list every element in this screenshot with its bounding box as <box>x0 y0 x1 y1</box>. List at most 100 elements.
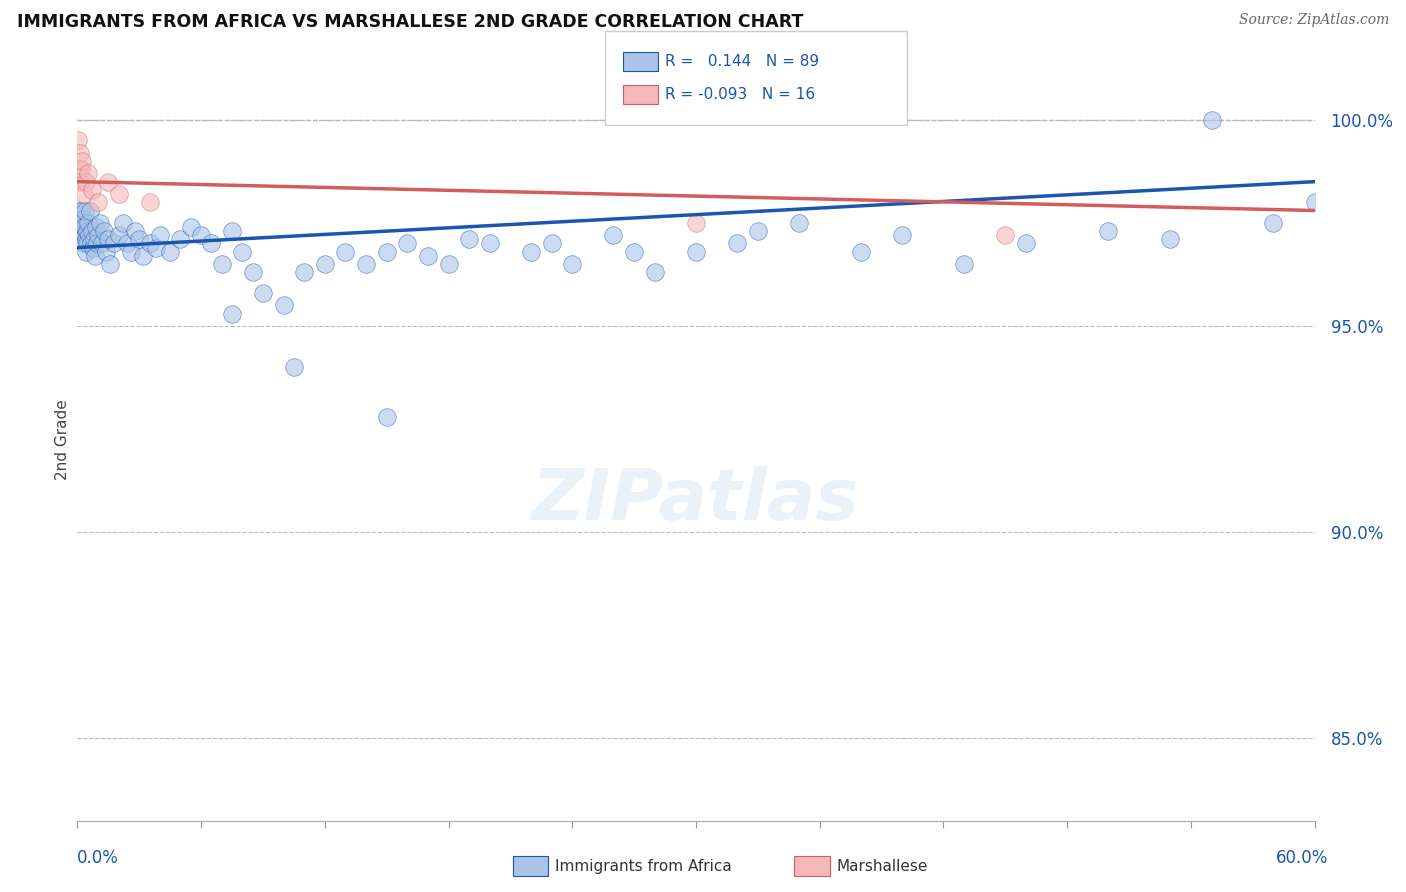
Point <box>180 219 202 234</box>
Point <box>335 244 357 259</box>
Text: IMMIGRANTS FROM AFRICA VS MARSHALLESE 2ND GRADE CORRELATION CHART: IMMIGRANTS FROM AFRICA VS MARSHALLESE 2N… <box>17 13 803 31</box>
Point <box>994 228 1017 243</box>
Point <box>89 216 111 230</box>
Point <box>69 219 91 234</box>
Point <box>1159 232 1181 246</box>
Point <box>1097 224 1119 238</box>
Point <box>72 154 94 169</box>
Point <box>80 183 103 197</box>
Point <box>1303 195 1326 210</box>
Point <box>76 224 98 238</box>
Point <box>132 249 155 263</box>
Point <box>72 236 94 251</box>
Point <box>644 265 666 279</box>
Point <box>145 241 167 255</box>
Point <box>375 409 398 424</box>
Point <box>72 224 94 238</box>
Point <box>103 236 125 251</box>
Point <box>623 244 645 259</box>
Point <box>67 203 90 218</box>
Point <box>124 224 146 238</box>
Point <box>83 249 105 263</box>
Point <box>70 203 93 218</box>
Point <box>375 244 398 259</box>
Point <box>75 244 97 259</box>
Point <box>242 265 264 279</box>
Point <box>79 203 101 218</box>
Point <box>83 232 105 246</box>
Point <box>540 236 562 251</box>
Point <box>1201 112 1223 127</box>
Text: Marshallese: Marshallese <box>837 859 928 873</box>
Point <box>200 236 222 251</box>
Text: 60.0%: 60.0% <box>1277 849 1329 867</box>
Point <box>292 265 315 279</box>
Point <box>97 232 120 246</box>
Point <box>93 224 115 238</box>
Point <box>91 236 114 251</box>
Point <box>561 257 583 271</box>
Point <box>80 236 103 251</box>
Point <box>82 241 104 255</box>
Point <box>478 236 501 251</box>
Point <box>98 257 121 271</box>
Point <box>69 208 91 222</box>
Point <box>120 244 142 259</box>
Text: R =   0.144   N = 89: R = 0.144 N = 89 <box>665 54 820 69</box>
Point <box>87 195 110 210</box>
Text: R = -0.093   N = 16: R = -0.093 N = 16 <box>665 87 815 102</box>
Point <box>221 224 243 238</box>
Point <box>725 236 748 251</box>
Point <box>437 257 460 271</box>
Point <box>76 216 98 230</box>
Point <box>314 257 336 271</box>
Point <box>283 360 305 375</box>
Point <box>75 232 97 246</box>
Point <box>252 285 274 300</box>
Point <box>354 257 377 271</box>
Point <box>67 216 90 230</box>
Point <box>107 187 129 202</box>
Point <box>73 228 96 243</box>
Point <box>128 232 150 246</box>
Point <box>685 244 707 259</box>
Point <box>67 133 90 147</box>
Point <box>69 175 91 189</box>
Point <box>76 166 98 180</box>
Point <box>70 162 93 177</box>
Point <box>138 236 160 251</box>
Point <box>76 236 98 251</box>
Point <box>416 249 439 263</box>
Point <box>69 145 91 160</box>
Y-axis label: 2nd Grade: 2nd Grade <box>55 399 70 480</box>
Point <box>231 244 253 259</box>
Point <box>891 228 914 243</box>
Point <box>685 216 707 230</box>
Point <box>849 244 872 259</box>
Point <box>169 232 191 246</box>
Point <box>787 216 810 230</box>
Point <box>458 232 481 246</box>
Point <box>138 195 160 210</box>
Point <box>1263 216 1285 230</box>
Point <box>211 257 233 271</box>
Point <box>107 228 129 243</box>
Text: Source: ZipAtlas.com: Source: ZipAtlas.com <box>1239 13 1389 28</box>
Point <box>67 211 90 226</box>
Point <box>87 228 110 243</box>
Point <box>75 175 97 189</box>
Point <box>70 228 93 243</box>
Point <box>111 216 134 230</box>
Point <box>159 244 181 259</box>
Point <box>73 219 96 234</box>
Point <box>77 228 100 243</box>
Point <box>70 216 93 230</box>
Point <box>84 219 107 234</box>
Text: ZIPatlas: ZIPatlas <box>533 466 859 535</box>
Point <box>396 236 419 251</box>
Point <box>953 257 976 271</box>
Text: 0.0%: 0.0% <box>77 849 120 867</box>
Point <box>602 228 624 243</box>
Point <box>1015 236 1038 251</box>
Point <box>86 236 108 251</box>
